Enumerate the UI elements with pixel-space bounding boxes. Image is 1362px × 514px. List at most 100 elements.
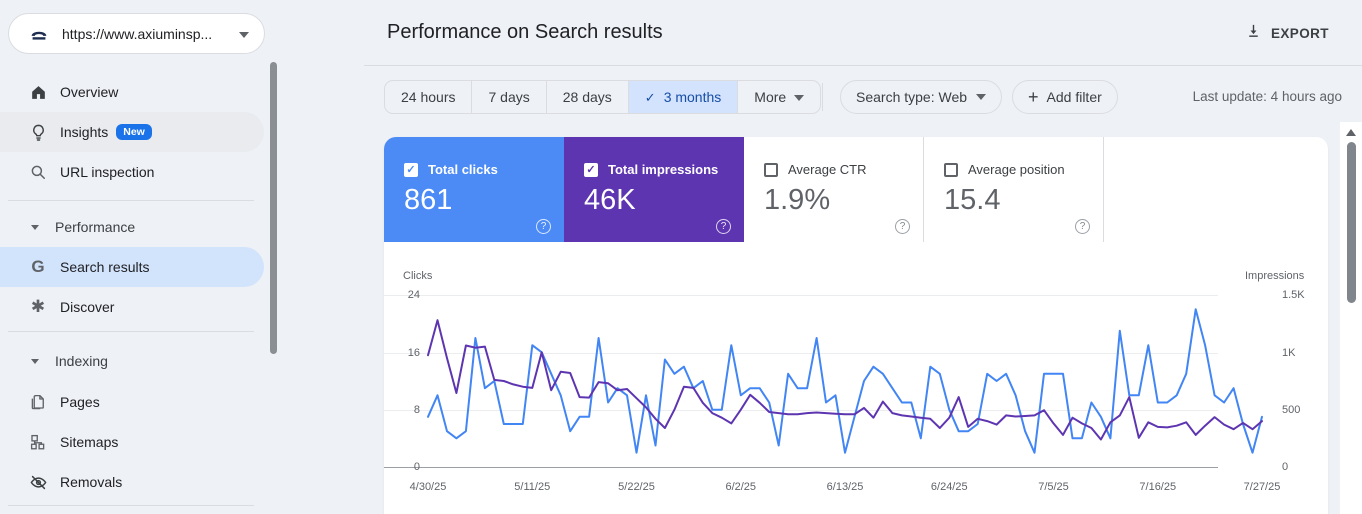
help-icon[interactable]: ?	[716, 219, 731, 234]
metric-value: 1.9%	[764, 184, 831, 216]
download-icon	[1245, 22, 1262, 44]
metric-label: Average position	[968, 162, 1065, 177]
url-inspection-label: URL inspection	[60, 164, 155, 180]
sidebar-item-insights[interactable]: Insights New	[0, 112, 264, 152]
left-axis-title: Clicks	[403, 270, 433, 282]
new-badge: New	[116, 124, 152, 140]
metric-card-average-position[interactable]: Average position 15.4 ?	[924, 137, 1104, 242]
metric-label: Total clicks	[428, 162, 498, 177]
sitemaps-label: Sitemaps	[60, 434, 119, 450]
metric-card-total-impressions[interactable]: ✓ Total impressions 46K ?	[564, 137, 744, 242]
sidebar-divider	[8, 331, 254, 332]
x-tick: 7/5/25	[1038, 481, 1069, 493]
metric-value: 46K	[584, 184, 636, 216]
range-3-months-label: 3 months	[663, 89, 722, 105]
help-icon[interactable]: ?	[1075, 219, 1090, 234]
chevron-down-icon	[239, 32, 249, 38]
range-28-days[interactable]: 28 days	[545, 81, 628, 113]
export-label: EXPORT	[1271, 25, 1329, 41]
insights-label: Insights	[60, 124, 109, 140]
metric-label: Total impressions	[608, 162, 719, 177]
help-icon[interactable]: ?	[536, 219, 551, 234]
checkbox-unchecked[interactable]	[764, 162, 778, 177]
x-tick: 7/16/25	[1139, 481, 1177, 493]
performance-line-chart	[427, 308, 1263, 454]
date-range-group: 24 hours 7 days 28 days ✓ 3 months More	[384, 80, 822, 114]
metric-card-total-clicks[interactable]: ✓ Total clicks 861 ?	[384, 137, 564, 242]
sidebar-scrollbar-thumb[interactable]	[270, 62, 277, 354]
checkbox-checked[interactable]: ✓	[404, 162, 418, 177]
filter-divider	[822, 83, 823, 111]
pages-icon	[27, 391, 49, 413]
insights-label-wrap: Insights New	[60, 124, 152, 140]
metric-checkrow: Average position	[944, 162, 1065, 177]
sidebar-item-sitemaps[interactable]: Sitemaps	[0, 422, 264, 462]
series-line-clicks	[427, 308, 1263, 454]
add-filter-label: Add filter	[1046, 89, 1102, 105]
chevron-down-icon	[976, 94, 987, 100]
x-tick: 7/27/25	[1243, 481, 1281, 493]
right-axis-title: Impressions	[1245, 270, 1305, 282]
page-scrollbar-thumb[interactable]	[1347, 142, 1356, 303]
sidebar-item-discover[interactable]: ✱ Discover	[0, 287, 264, 327]
page-title: Performance on Search results	[387, 21, 663, 43]
collapse-triangle-icon	[31, 358, 39, 364]
metric-value: 861	[404, 184, 453, 216]
search-type-filter[interactable]: Search type: Web	[840, 80, 1003, 114]
removals-label: Removals	[60, 474, 123, 490]
sidebar-section-indexing[interactable]: Indexing	[0, 342, 264, 380]
y-tick: 16	[407, 346, 420, 359]
x-tick: 5/11/25	[514, 481, 551, 493]
eye-off-icon	[27, 471, 49, 493]
y-tick: 500	[1282, 404, 1301, 417]
lightbulb-icon	[27, 121, 49, 143]
checkbox-unchecked[interactable]	[944, 162, 958, 177]
site-favicon	[26, 20, 52, 47]
help-icon[interactable]: ?	[895, 219, 910, 234]
y-tick: 8	[413, 404, 420, 417]
discover-asterisk-icon: ✱	[30, 297, 46, 316]
sidebar-divider	[8, 200, 254, 201]
metric-value: 15.4	[944, 184, 1001, 216]
sidebar-item-search-results[interactable]: G Search results	[0, 247, 264, 287]
performance-card: ✓ Total clicks 861 ? ✓ Total impressions…	[384, 137, 1328, 514]
discover-label: Discover	[60, 299, 115, 315]
x-tick: 6/24/25	[930, 481, 968, 493]
performance-header-label: Performance	[55, 219, 136, 235]
page-scrollbar	[1340, 122, 1362, 514]
range-3-months-selected[interactable]: ✓ 3 months	[627, 81, 738, 113]
metric-checkrow: ✓ Total impressions	[584, 162, 718, 177]
range-7-days[interactable]: 7 days	[471, 81, 545, 113]
export-button[interactable]: EXPORT	[1245, 22, 1329, 44]
range-more-menu[interactable]: More	[737, 81, 820, 113]
collapse-triangle-icon	[31, 224, 39, 230]
sidebar-item-label: Overview	[60, 84, 118, 100]
sidebar-section-performance[interactable]: Performance	[0, 208, 264, 246]
y-tick: 0	[413, 461, 420, 473]
add-filter-button[interactable]: + Add filter	[1012, 80, 1118, 114]
header-divider	[364, 65, 1362, 66]
overview-label: Overview	[60, 84, 119, 100]
metric-checkrow: Average CTR	[764, 162, 867, 177]
x-tick: 5/22/25	[618, 481, 655, 493]
sidebar-item-overview[interactable]: Overview	[0, 72, 264, 112]
property-selector[interactable]: https://www.axiuminsp...	[8, 13, 265, 54]
metric-card-average-ctr[interactable]: Average CTR 1.9% ?	[744, 137, 924, 242]
check-icon: ✓	[644, 90, 656, 105]
x-axis-labels: 4/30/25 5/11/25 5/22/25 6/2/25 6/13/25 6…	[410, 481, 1281, 495]
last-update-text: Last update: 4 hours ago	[1192, 89, 1342, 104]
x-tick: 4/30/25	[409, 481, 447, 493]
chevron-down-icon	[794, 95, 805, 101]
sidebar-item-url-inspection[interactable]: URL inspection	[0, 152, 264, 192]
checkbox-checked[interactable]: ✓	[584, 162, 598, 177]
search-results-label: Search results	[60, 259, 150, 275]
range-24-hours[interactable]: 24 hours	[401, 89, 456, 105]
y-tick: 0	[1282, 461, 1289, 473]
google-g-icon: G	[31, 257, 45, 276]
indexing-header-label: Indexing	[55, 353, 108, 369]
metric-checkrow: ✓ Total clicks	[404, 162, 498, 177]
search-icon	[27, 161, 49, 183]
scroll-up-arrow[interactable]	[1346, 129, 1356, 136]
sidebar-item-pages[interactable]: Pages	[0, 382, 264, 422]
sidebar-item-removals[interactable]: Removals	[0, 462, 264, 502]
